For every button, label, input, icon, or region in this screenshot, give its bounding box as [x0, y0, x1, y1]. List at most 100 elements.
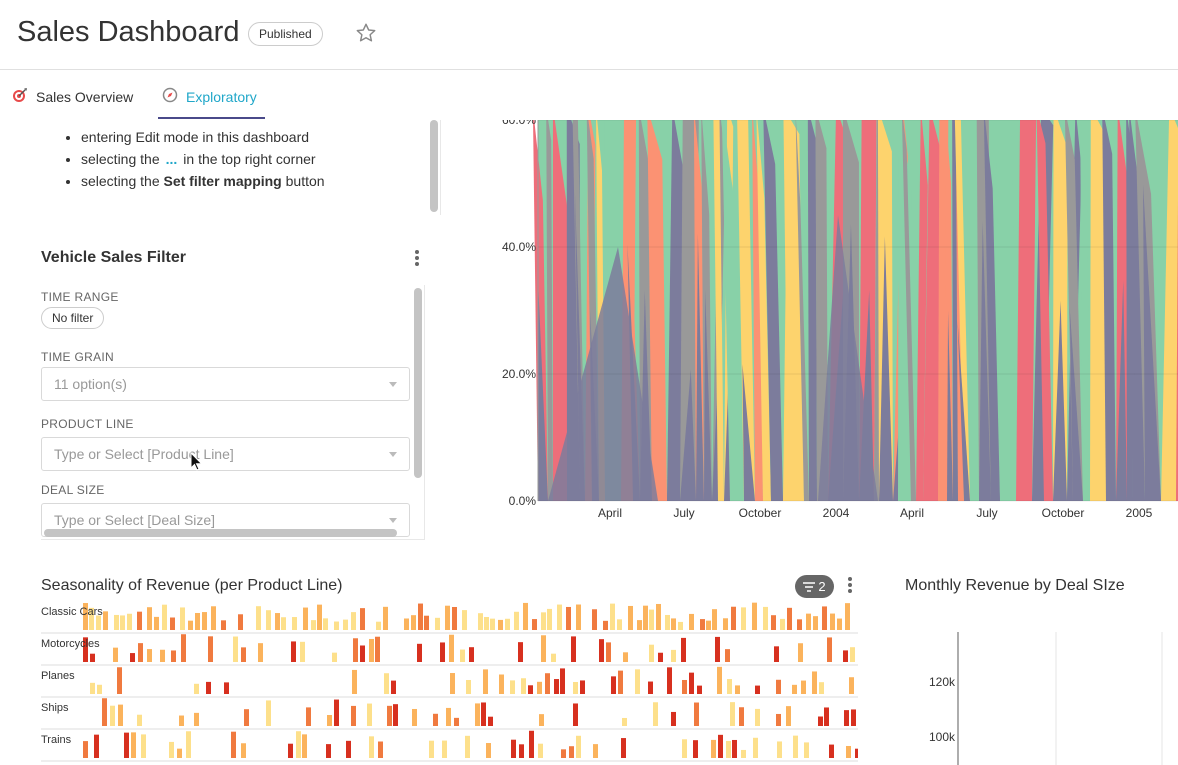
time-range-pill[interactable]: No filter: [41, 307, 105, 329]
heat-bar: [611, 676, 616, 694]
heat-bar: [752, 602, 757, 630]
heat-bar: [194, 712, 199, 726]
heat-bar: [351, 705, 356, 726]
area-segment: [957, 320, 970, 501]
heat-bar: [154, 616, 159, 630]
heat-bar: [117, 667, 122, 694]
heat-bar: [391, 680, 396, 694]
heat-bar: [843, 650, 848, 662]
heat-bar: [741, 607, 746, 630]
heat-bar: [730, 702, 735, 726]
heat-bar: [454, 717, 459, 726]
heat-bar: [755, 708, 760, 726]
heat-bar: [727, 679, 732, 694]
star-icon[interactable]: [355, 22, 377, 44]
seasonality-heatmap[interactable]: Classic Cars Motorcycles Planes Ships Trains: [41, 600, 858, 765]
area-segment: [667, 189, 680, 501]
area-segment: [954, 120, 970, 501]
heat-bar: [462, 610, 467, 630]
row-label: Planes: [41, 670, 75, 682]
filter-title: Vehicle Sales Filter: [41, 249, 186, 266]
stacked-area-chart[interactable]: 0.0% 20.0% 40.0% 60.0% April July October 2004 A…: [490, 120, 1178, 530]
heat-bar: [171, 650, 176, 662]
area-segment: [680, 120, 699, 501]
heat-bar: [693, 740, 698, 758]
heat-bar: [569, 746, 574, 758]
filter-count-badge[interactable]: 2: [795, 575, 834, 598]
heat-bar: [561, 749, 566, 758]
heat-bar: [711, 739, 716, 758]
heat-bar: [763, 606, 768, 630]
time-grain-select[interactable]: 11 option(s): [41, 367, 410, 401]
heat-bar: [786, 706, 791, 726]
x-tick-label: April: [900, 506, 924, 520]
heat-bar: [343, 619, 348, 630]
heat-bar: [532, 619, 537, 630]
heat-bar: [731, 606, 736, 630]
heat-bar: [678, 621, 683, 630]
heat-bar: [518, 642, 523, 662]
area-segment: [1116, 280, 1127, 501]
heat-bar: [606, 642, 611, 662]
heat-bar: [776, 713, 781, 726]
heat-bar: [460, 649, 465, 662]
area-segment: [1053, 300, 1067, 501]
heat-bar: [317, 604, 322, 630]
heat-bar: [671, 711, 676, 726]
heat-bar: [417, 643, 422, 662]
heat-bar: [671, 618, 676, 630]
heat-bar: [618, 670, 623, 694]
heat-bar: [258, 643, 263, 662]
heat-bar: [465, 735, 470, 758]
tab-sales-overview[interactable]: Sales Overview: [12, 87, 133, 106]
heat-bar: [369, 736, 374, 758]
heat-bar: [623, 652, 628, 662]
heat-bar: [849, 677, 854, 694]
monthly-revenue-chart[interactable]: 120k 100k: [905, 630, 1178, 765]
x-tick-label: April: [598, 506, 622, 520]
heat-bar: [541, 635, 546, 662]
deal-size-label: DEAL SIZE: [41, 483, 105, 497]
heat-bar: [554, 679, 559, 694]
heat-bar: [475, 703, 480, 726]
heat-bar: [281, 617, 286, 630]
x-tick-label: July: [976, 506, 997, 520]
filter-menu-icon[interactable]: [415, 250, 419, 266]
heat-bar: [694, 702, 699, 726]
heat-bar: [792, 684, 797, 694]
heat-bar: [137, 611, 142, 630]
filter-vertical-scrollbar[interactable]: [414, 288, 422, 478]
area-segment: [647, 120, 667, 501]
product-line-select[interactable]: Type or Select [Product Line]: [41, 437, 410, 471]
area-segment: [552, 120, 567, 501]
heat-bar: [845, 603, 850, 630]
heat-bar: [360, 608, 365, 630]
markdown-scrollbar[interactable]: [430, 120, 438, 212]
product-line-label: PRODUCT LINE: [41, 417, 134, 431]
chart-menu-icon[interactable]: [848, 577, 852, 593]
heat-bar: [233, 636, 238, 662]
filter-panel: TIME RANGE No filter TIME GRAIN 11 optio…: [41, 285, 425, 539]
status-badge[interactable]: Published: [248, 22, 323, 46]
time-range-label: TIME RANGE: [41, 290, 119, 304]
heat-bar: [118, 704, 123, 726]
filter-horizontal-scrollbar[interactable]: [44, 529, 397, 537]
heat-bar: [755, 685, 760, 694]
area-segment: [969, 120, 979, 501]
heat-bar: [741, 749, 746, 758]
tab-label: Exploratory: [186, 88, 257, 105]
heat-bar: [208, 636, 213, 662]
heat-bar: [599, 639, 604, 662]
heat-bar: [844, 710, 849, 726]
heat-bar: [332, 652, 337, 662]
tab-exploratory[interactable]: Exploratory: [162, 87, 257, 106]
row-label: Ships: [41, 702, 69, 714]
monthly-chart-title: Monthly Revenue by Deal SIze: [905, 577, 1125, 594]
heat-bar: [334, 699, 339, 726]
heat-bar: [130, 653, 135, 662]
heat-bar: [221, 620, 226, 630]
heat-bar: [306, 707, 311, 726]
list-item: selecting the Set filter mapping button: [81, 170, 325, 192]
heat-bar: [162, 604, 167, 630]
heat-bar: [571, 636, 576, 662]
